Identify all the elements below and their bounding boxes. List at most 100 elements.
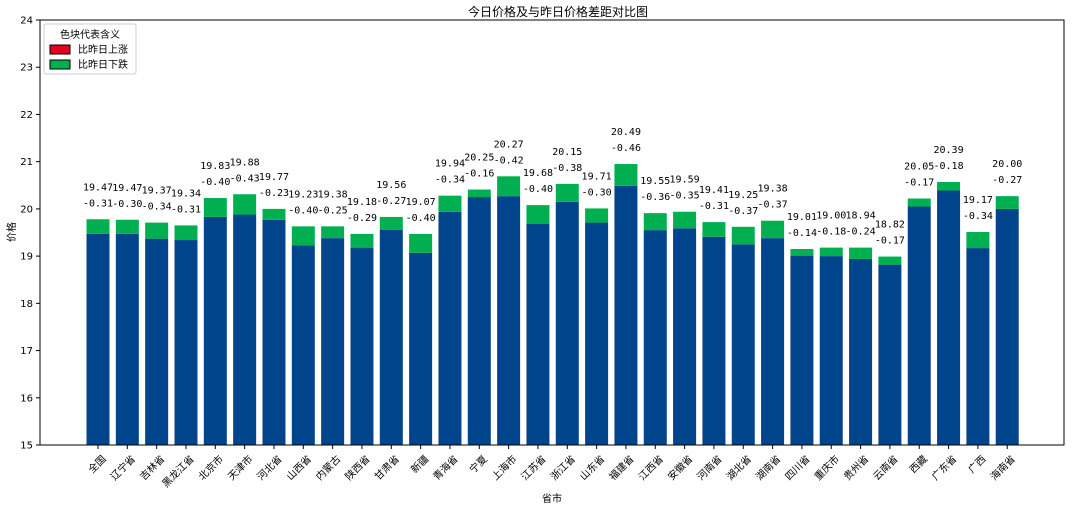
x-tick-label-12: 青海省: [430, 452, 460, 482]
bar-change-29: [937, 181, 961, 191]
price-label-2: 19.37: [142, 186, 172, 197]
change-label-0: -0.31: [83, 198, 113, 209]
price-label-8: 19.38: [318, 189, 348, 200]
price-label-16: 20.15: [552, 147, 582, 158]
price-label-19: 19.55: [640, 176, 670, 187]
bar-price-0: [86, 233, 110, 445]
change-label-23: -0.37: [758, 200, 788, 211]
price-label-9: 19.18: [347, 197, 377, 208]
bar-price-18: [614, 185, 638, 445]
bar-price-25: [819, 256, 843, 445]
x-tick-label-13: 宁夏: [467, 452, 490, 475]
bar-price-21: [702, 236, 726, 445]
bar-change-22: [731, 226, 755, 245]
x-tick-label-17: 山东省: [577, 452, 607, 482]
bar-price-24: [790, 255, 814, 445]
bars-group: [86, 164, 1019, 445]
bar-change-14: [497, 176, 521, 197]
bar-change-10: [379, 216, 403, 230]
bar-price-6: [262, 219, 286, 445]
bar-price-10: [379, 229, 403, 445]
bar-change-21: [702, 222, 726, 237]
bar-change-9: [350, 233, 374, 248]
bar-change-15: [526, 205, 550, 224]
x-tick-label-16: 浙江省: [548, 452, 578, 482]
bar-price-15: [526, 224, 550, 445]
change-label-5: -0.43: [230, 173, 260, 184]
bar-price-1: [115, 233, 139, 445]
change-label-30: -0.34: [963, 211, 993, 222]
bar-price-4: [203, 216, 227, 445]
price-label-17: 19.71: [582, 171, 612, 182]
x-tick-label-19: 江西省: [636, 452, 666, 482]
bar-change-0: [86, 219, 110, 234]
legend-label-rise: 比昨日上涨: [78, 44, 128, 56]
change-label-31: -0.27: [992, 175, 1022, 186]
change-label-1: -0.30: [112, 199, 142, 210]
y-tick-label-5: 20: [20, 204, 33, 215]
bar-price-27: [878, 264, 902, 445]
bar-price-31: [995, 208, 1019, 445]
y-tick-label-7: 22: [20, 110, 33, 121]
bar-change-12: [438, 195, 462, 212]
x-tick-label-25: 重庆市: [811, 452, 841, 482]
price-label-22: 19.25: [728, 190, 758, 201]
bar-price-9: [350, 247, 374, 445]
plot-frame: [39, 19, 1065, 446]
change-label-15: -0.40: [523, 184, 553, 195]
y-axis-label: 价格: [5, 222, 18, 242]
price-label-3: 19.34: [171, 188, 201, 199]
bar-price-11: [409, 252, 433, 445]
price-label-20: 19.59: [670, 175, 700, 186]
change-label-27: -0.17: [875, 236, 905, 247]
change-label-29: -0.18: [934, 161, 964, 172]
price-label-18: 20.49: [611, 127, 641, 138]
bar-price-2: [145, 238, 169, 445]
bar-price-17: [585, 222, 609, 445]
y-tick-label-0: 15: [20, 441, 33, 452]
change-label-26: -0.24: [846, 227, 876, 238]
x-tick-label-27: 云南省: [870, 452, 900, 482]
y-tick-label-2: 17: [20, 346, 33, 357]
bar-change-30: [966, 232, 990, 249]
bar-price-28: [907, 206, 931, 445]
price-label-30: 19.17: [963, 195, 993, 206]
bar-price-19: [643, 230, 667, 445]
change-label-6: -0.23: [259, 188, 289, 199]
x-tick-label-20: 安徽省: [665, 452, 695, 482]
legend: 色块代表含义 比昨日上涨 比昨日下跌: [43, 23, 137, 75]
x-tick-label-1: 辽宁省: [108, 452, 138, 482]
bar-change-19: [643, 213, 667, 231]
bar-change-1: [115, 219, 139, 234]
change-label-24: -0.14: [787, 228, 817, 239]
y-tick-label-8: 23: [20, 63, 33, 74]
bar-change-18: [614, 164, 638, 186]
bar-change-11: [409, 233, 433, 253]
y-tick-label-9: 24: [20, 16, 33, 27]
change-label-19: -0.36: [640, 192, 670, 203]
price-label-10: 19.56: [376, 180, 406, 191]
y-tick-label-6: 21: [20, 157, 33, 168]
bar-change-7: [291, 226, 315, 246]
x-tick-label-30: 广西: [966, 453, 989, 476]
y-axis: 15 16 17 18 19 20 21 22 23 24: [20, 16, 40, 452]
bar-change-6: [262, 208, 286, 220]
bar-change-23: [761, 220, 785, 239]
y-tick-label-1: 16: [20, 393, 33, 404]
bar-price-12: [438, 211, 462, 445]
bar-change-20: [673, 211, 697, 229]
price-label-27: 18.82: [875, 220, 905, 231]
x-axis-label: 省市: [542, 492, 562, 505]
price-label-15: 19.68: [523, 168, 553, 179]
change-label-18: -0.46: [611, 143, 641, 154]
bar-price-14: [497, 196, 521, 445]
price-label-4: 19.83: [200, 161, 230, 172]
price-label-14: 20.27: [494, 139, 524, 150]
bar-price-30: [966, 248, 990, 445]
x-tick-label-9: 陕西省: [342, 452, 372, 482]
change-label-7: -0.40: [288, 205, 318, 216]
change-label-13: -0.16: [464, 169, 494, 180]
change-label-21: -0.31: [699, 201, 729, 212]
x-tick-label-4: 北京市: [196, 452, 226, 482]
